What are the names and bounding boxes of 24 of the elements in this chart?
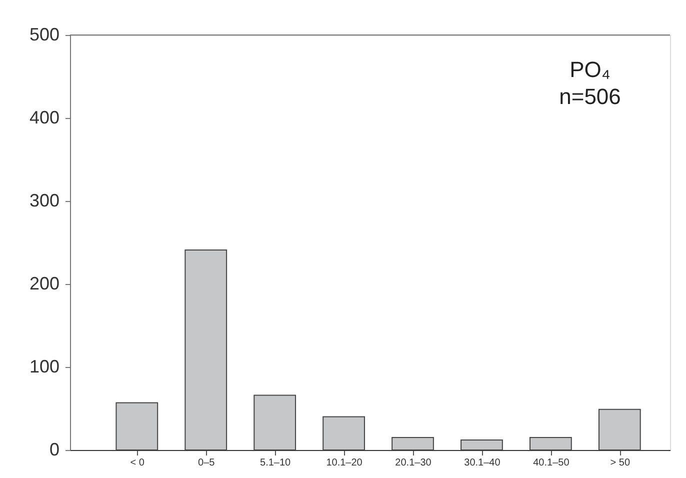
y-tick-label: 0 bbox=[49, 440, 60, 460]
x-tick-label: 0–5 bbox=[198, 458, 216, 468]
x-tick-label: 30.1–40 bbox=[464, 458, 501, 468]
bar bbox=[184, 249, 228, 450]
bar bbox=[322, 416, 365, 450]
bar bbox=[254, 394, 296, 450]
x-tick-label: < 0 bbox=[130, 458, 145, 468]
annotation: n=506 bbox=[559, 84, 621, 109]
annotation: PO₄ bbox=[570, 57, 610, 82]
x-tick-label: 20.1–30 bbox=[395, 458, 432, 468]
y-tick-label: 300 bbox=[29, 190, 60, 210]
bar bbox=[116, 402, 158, 450]
x-tick-label: 10.1–20 bbox=[326, 458, 363, 468]
bar bbox=[460, 440, 503, 450]
y-tick-label: 500 bbox=[29, 24, 60, 44]
x-tick-label: 5.1–10 bbox=[260, 458, 292, 468]
bar bbox=[598, 408, 641, 450]
y-tick-label: 400 bbox=[29, 108, 60, 128]
bar bbox=[530, 437, 572, 450]
x-tick-label: > 50 bbox=[610, 458, 630, 468]
y-tick-label: 200 bbox=[29, 274, 60, 294]
x-tick-label: 40.1–50 bbox=[533, 458, 570, 468]
bar bbox=[392, 437, 434, 450]
y-tick-label: 100 bbox=[29, 356, 60, 376]
